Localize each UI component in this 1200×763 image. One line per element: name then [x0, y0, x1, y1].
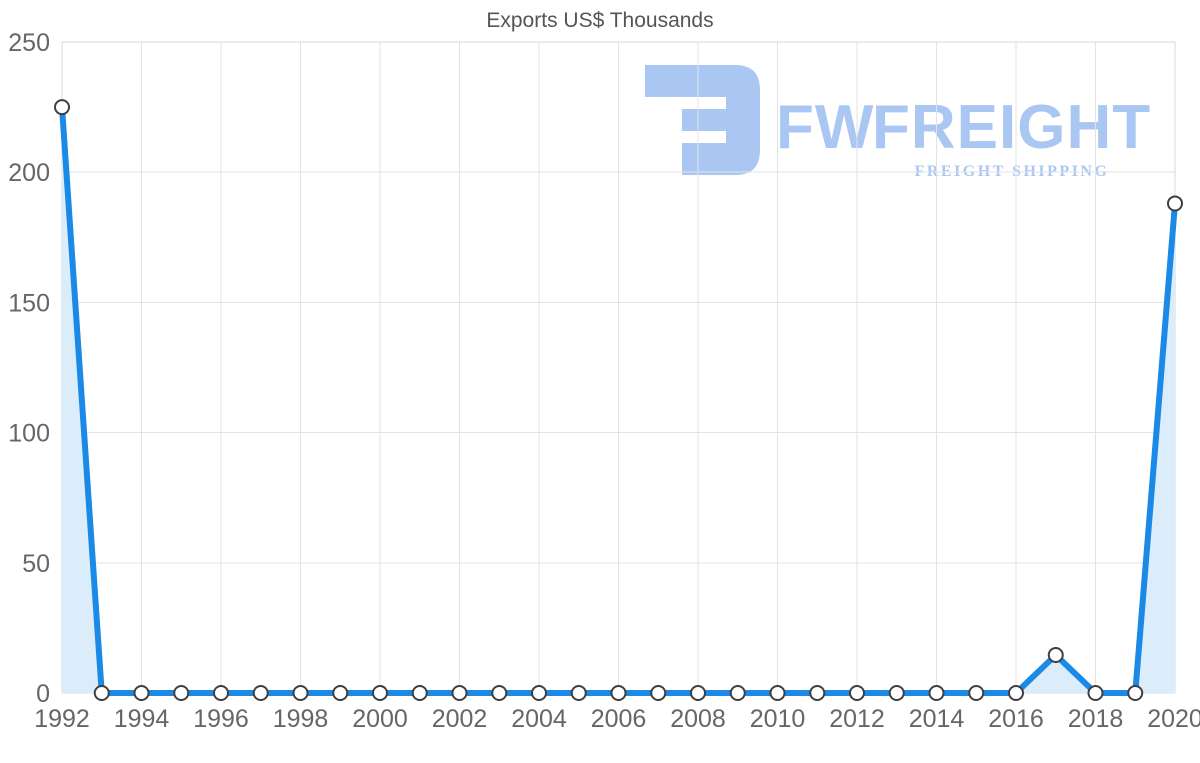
data-point-marker[interactable] — [292, 685, 309, 701]
data-point-marker[interactable] — [1167, 195, 1183, 212]
data-point-marker[interactable] — [332, 685, 349, 701]
y-axis-tick-label: 50 — [22, 550, 50, 578]
data-point-marker[interactable] — [213, 685, 229, 701]
x-axis-tick-label: 2000 — [352, 705, 408, 733]
x-axis-tick-label: 2002 — [432, 705, 488, 733]
data-point-marker[interactable] — [173, 685, 190, 701]
data-point-marker[interactable] — [451, 685, 468, 701]
data-point-marker[interactable] — [1087, 685, 1104, 701]
x-axis-tick-labels: 1992 1994 1996 1998 2000 2002 2004 2006 2008 2010… — [34, 705, 1200, 733]
x-axis-tick-label: 1992 — [34, 705, 90, 733]
data-point-marker[interactable] — [968, 685, 985, 701]
data-point-marker[interactable] — [491, 685, 508, 701]
y-axis-tick-label: 150 — [8, 289, 50, 317]
x-axis-tick-label: 2006 — [591, 705, 647, 733]
data-point-marker[interactable] — [252, 685, 269, 701]
data-point-marker[interactable] — [531, 685, 547, 701]
data-point-marker[interactable] — [809, 685, 826, 701]
x-axis-tick-label: 1998 — [273, 705, 329, 733]
data-point-marker[interactable] — [849, 685, 865, 701]
data-point-marker[interactable] — [54, 99, 70, 116]
data-point-marker[interactable] — [570, 685, 587, 701]
data-point-marker[interactable] — [93, 685, 110, 701]
data-point-marker[interactable] — [1008, 685, 1024, 701]
x-axis-tick-label: 1996 — [193, 705, 249, 733]
x-axis-tick-label: 2014 — [909, 705, 965, 733]
x-axis-tick-label: 2012 — [829, 705, 885, 733]
data-point-marker[interactable] — [1047, 646, 1064, 663]
x-axis-tick-label: 2018 — [1068, 705, 1124, 733]
data-point-marker[interactable] — [133, 685, 150, 701]
x-axis-tick-label: 2008 — [670, 705, 726, 733]
data-point-markers — [54, 99, 1183, 701]
x-axis-tick-label: 2004 — [511, 705, 567, 733]
chart-title: Exports US$ Thousands — [486, 9, 713, 32]
data-point-marker[interactable] — [1127, 685, 1144, 701]
x-axis-tick-label: 2020 — [1147, 705, 1200, 733]
data-point-marker[interactable] — [769, 685, 786, 701]
data-point-marker[interactable] — [372, 685, 388, 701]
watermark-tagline: FREIGHT SHIPPING — [915, 163, 1110, 180]
fwfreight-watermark: FW FREIGHT FREIGHT SHIPPING — [645, 65, 1151, 180]
data-point-marker[interactable] — [690, 685, 706, 701]
fwfreight-logo-icon — [645, 65, 760, 175]
y-axis-tick-label: 100 — [8, 420, 50, 448]
data-point-marker[interactable] — [888, 685, 905, 701]
y-axis-tick-label: 0 — [36, 680, 50, 708]
watermark-brand-secondary: FREIGHT — [872, 93, 1151, 162]
y-axis-tick-label: 200 — [8, 159, 50, 187]
y-axis-tick-labels: 0 50 100 150 200 250 — [8, 29, 50, 708]
data-point-marker[interactable] — [411, 685, 428, 701]
data-point-marker[interactable] — [610, 685, 627, 701]
x-axis-tick-label: 1994 — [114, 705, 170, 733]
y-axis-tick-label: 250 — [8, 29, 50, 57]
data-point-marker[interactable] — [650, 685, 667, 701]
data-point-marker[interactable] — [729, 685, 746, 701]
x-axis-tick-label: 2010 — [750, 705, 806, 733]
watermark-brand-primary: FW — [776, 93, 874, 162]
data-point-marker[interactable] — [928, 685, 945, 701]
x-axis-tick-label: 2016 — [988, 705, 1044, 733]
